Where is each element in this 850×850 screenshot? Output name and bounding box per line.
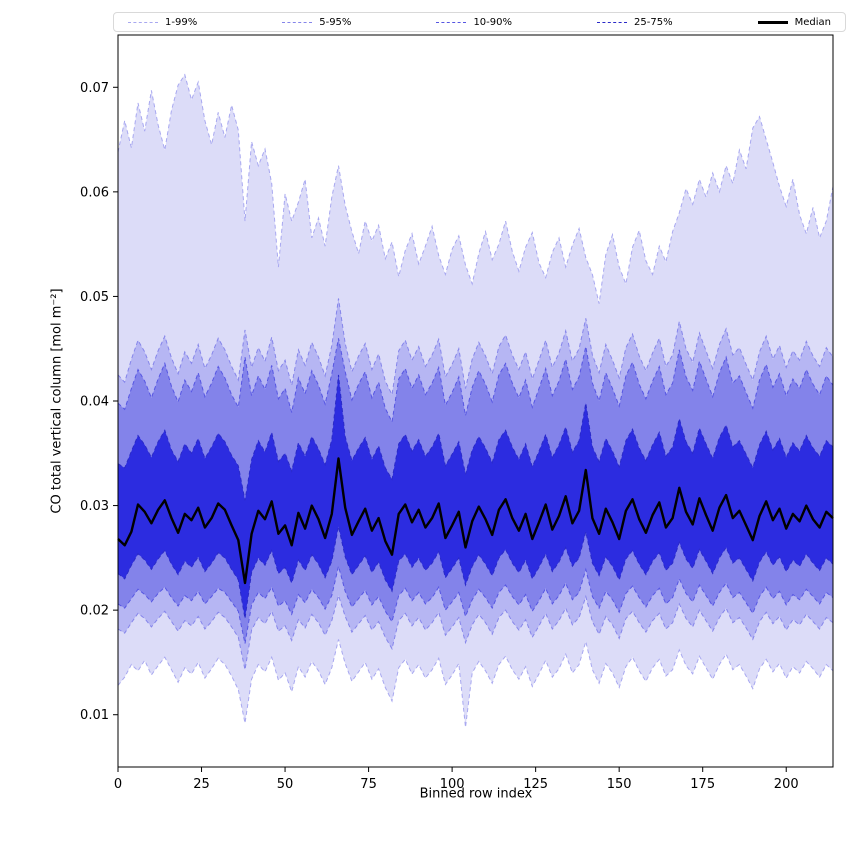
x-tick-label: 150: [607, 777, 632, 792]
x-tick-label: 50: [277, 777, 294, 792]
dashed-line-sample-icon: [436, 21, 467, 23]
band-lower-edge: [117, 526, 834, 619]
legend-label: 25-75%: [634, 16, 673, 28]
y-tick-label: 0.05: [80, 290, 109, 305]
y-axis-label: CO total vertical column [mol m⁻²]: [49, 288, 65, 514]
y-tick-label: 0.06: [80, 185, 109, 200]
x-tick-label: 100: [440, 777, 465, 792]
band-upper-edge: [117, 338, 834, 424]
x-tick-label: 125: [523, 777, 548, 792]
legend-label: 1-99%: [165, 16, 198, 28]
legend-entry-25-75: 25-75%: [597, 17, 673, 28]
legend-label: Median: [794, 16, 831, 28]
x-tick-label: 75: [360, 777, 377, 792]
median-line: [117, 457, 834, 585]
band-upper-edge: [117, 298, 834, 397]
solid-line-sample-icon: [757, 20, 788, 24]
band-lower-edge: [117, 593, 834, 670]
x-tick-label: 25: [193, 777, 210, 792]
legend-label: 5-95%: [319, 16, 352, 28]
y-tick-label: 0.04: [80, 395, 109, 410]
y-tick-label: 0.01: [80, 708, 109, 723]
legend-entry-median: Median: [757, 16, 831, 28]
legend-entry-10-90: 10-90%: [436, 17, 512, 28]
dashed-line-sample-icon: [597, 21, 628, 23]
x-axis-label: Binned row index: [419, 786, 533, 802]
x-tick-label: 0: [114, 777, 122, 792]
legend-entry-5-95: 5-95%: [282, 17, 351, 28]
legend-label: 10-90%: [473, 16, 512, 28]
y-tick-label: 0.07: [80, 81, 109, 96]
band-lower-edge: [117, 639, 834, 728]
chart-legend: 1-99% 5-95% 10-90% 25-75% Median: [113, 12, 846, 32]
band-fill: [118, 374, 833, 619]
dashed-line-sample-icon: [128, 21, 158, 23]
legend-entry-1-99: 1-99%: [128, 17, 197, 28]
band-upper-edge: [117, 374, 834, 501]
x-tick-label: 200: [774, 777, 799, 792]
dashed-line-sample-icon: [282, 21, 313, 23]
y-tick-label: 0.02: [80, 604, 109, 619]
y-tick-label: 0.03: [80, 499, 109, 514]
band-lower-edge: [117, 566, 834, 644]
x-tick-label: 175: [690, 777, 715, 792]
